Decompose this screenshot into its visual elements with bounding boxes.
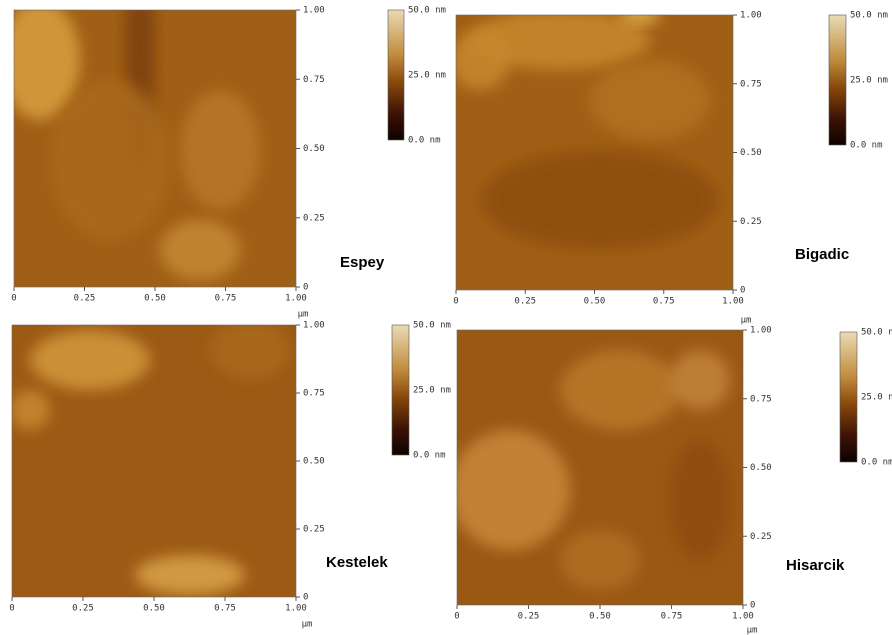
- y-tick-label: 0.50: [303, 457, 325, 467]
- x-tick-label: 0.25: [518, 612, 540, 622]
- unit-label: µm: [298, 310, 309, 320]
- y-tick-label: 1.00: [750, 326, 772, 336]
- y-tick-label: 0.25: [750, 532, 772, 542]
- x-tick-label: 0.50: [584, 297, 606, 307]
- afm-image: [0, 0, 296, 287]
- x-tick-label: 1.00: [285, 294, 307, 304]
- afm-image: [450, 330, 743, 605]
- colorbar-label: 25.0 nm: [861, 393, 892, 403]
- surface-feature: [135, 555, 245, 595]
- y-tick-label: 0.25: [303, 213, 325, 223]
- y-tick-label: 0.75: [303, 389, 325, 399]
- y-tick-label: 0.75: [303, 75, 325, 85]
- colorbar: [829, 15, 846, 145]
- unit-label: µm: [741, 316, 752, 326]
- surface-feature: [50, 80, 170, 240]
- x-tick-label: 0.25: [74, 294, 96, 304]
- colorbar: [392, 325, 409, 455]
- colorbar-label: 50.0 nm: [861, 328, 892, 338]
- x-tick-label: 0.25: [514, 297, 536, 307]
- colorbar-label: 50.0 nm: [408, 6, 446, 16]
- surface-feature: [0, 0, 80, 120]
- afm-image: [10, 320, 296, 597]
- colorbar-label: 0.0 nm: [861, 458, 892, 468]
- sample-name: Hisarcik: [786, 557, 845, 574]
- x-tick-label: 0.50: [143, 604, 165, 614]
- colorbar: [388, 10, 404, 140]
- x-tick-label: 0: [453, 297, 458, 307]
- colorbar-label: 0.0 nm: [408, 136, 441, 146]
- x-tick-label: 0: [9, 604, 14, 614]
- x-tick-label: 0.75: [653, 297, 675, 307]
- x-tick-label: 0.50: [589, 612, 611, 622]
- y-tick-label: 0.75: [740, 79, 762, 89]
- surface-feature: [180, 90, 260, 210]
- surface-feature: [480, 150, 720, 250]
- y-tick-label: 0.25: [303, 525, 325, 535]
- colorbar-label: 25.0 nm: [413, 386, 451, 396]
- x-tick-label: 0.75: [214, 604, 236, 614]
- y-tick-label: 0: [303, 283, 308, 293]
- surface-feature: [670, 350, 730, 410]
- surface-feature: [160, 220, 240, 280]
- surface-feature: [670, 440, 730, 560]
- x-tick-label: 0: [11, 294, 16, 304]
- unit-label: µm: [747, 626, 758, 635]
- surface-feature: [210, 320, 290, 380]
- x-tick-label: 0: [454, 612, 459, 622]
- colorbar-label: 0.0 nm: [850, 141, 883, 151]
- surface-feature: [560, 530, 640, 590]
- sample-name: Bigadic: [795, 246, 849, 263]
- surface-feature: [450, 430, 570, 550]
- figure: 00.250.500.751.0000.250.500.751.00µm50.0…: [0, 0, 892, 635]
- x-tick-label: 0.25: [72, 604, 94, 614]
- y-tick-label: 1.00: [740, 11, 762, 21]
- x-tick-label: 1.00: [722, 297, 744, 307]
- surface-feature: [10, 390, 50, 430]
- surface-feature: [450, 30, 510, 90]
- x-tick-label: 0.50: [144, 294, 166, 304]
- afm-image: [450, 5, 733, 290]
- y-tick-label: 0.50: [303, 144, 325, 154]
- y-tick-label: 0.75: [750, 394, 772, 404]
- x-tick-label: 1.00: [732, 612, 754, 622]
- y-tick-label: 1.00: [303, 6, 325, 16]
- colorbar-label: 50.0 nm: [413, 321, 451, 331]
- x-tick-label: 0.75: [661, 612, 683, 622]
- colorbar-label: 0.0 nm: [413, 451, 446, 461]
- colorbar-label: 25.0 nm: [408, 71, 446, 81]
- sample-name: Espey: [340, 254, 385, 271]
- y-tick-label: 0: [303, 593, 308, 603]
- surface-feature: [560, 350, 680, 430]
- y-tick-label: 0.50: [740, 148, 762, 158]
- colorbar: [840, 332, 857, 462]
- sample-name: Kestelek: [326, 554, 388, 571]
- y-tick-label: 0.25: [740, 217, 762, 227]
- surface-feature: [30, 330, 150, 390]
- surface-feature: [590, 60, 710, 140]
- unit-label: µm: [302, 620, 313, 630]
- x-tick-label: 0.75: [215, 294, 237, 304]
- y-tick-label: 0.50: [750, 463, 772, 473]
- y-tick-label: 0: [750, 601, 755, 611]
- y-tick-label: 0: [740, 286, 745, 296]
- x-tick-label: 1.00: [285, 604, 307, 614]
- colorbar-label: 25.0 nm: [850, 76, 888, 86]
- y-tick-label: 1.00: [303, 321, 325, 331]
- colorbar-label: 50.0 nm: [850, 11, 888, 21]
